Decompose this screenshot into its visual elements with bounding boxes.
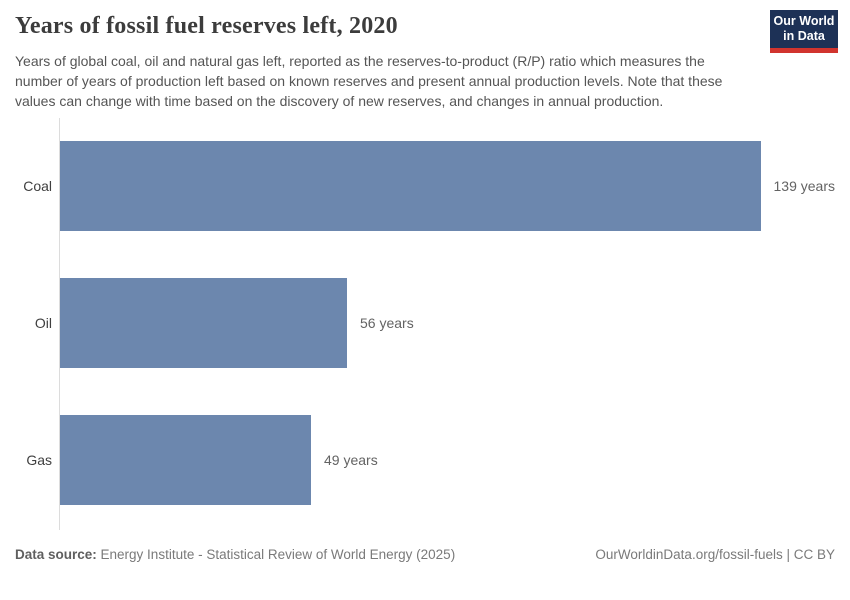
- category-label-coal: Coal: [23, 178, 52, 194]
- attribution-link[interactable]: OurWorldinData.org/fossil-fuels | CC BY: [595, 547, 835, 562]
- bar-row-gas: Gas 49 years: [26, 415, 835, 505]
- page-subtitle: Years of global coal, oil and natural ga…: [15, 53, 723, 109]
- value-label-coal: 139 years: [773, 178, 835, 194]
- category-label-oil: Oil: [34, 315, 52, 331]
- data-source-value: Energy Institute - Statistical Review of…: [96, 547, 456, 562]
- owid-logo-line2: in Data: [783, 29, 825, 43]
- data-source: Data source: Energy Institute - Statisti…: [15, 547, 455, 562]
- bar-gas[interactable]: [60, 415, 311, 505]
- y-axis-line: [59, 118, 60, 530]
- chart-footer: Data source: Energy Institute - Statisti…: [15, 547, 835, 562]
- bar-row-oil: Oil 56 years: [35, 278, 835, 368]
- bar-chart: Coal 139 years Oil 56 years Gas 49 years: [15, 118, 835, 530]
- value-label-gas: 49 years: [324, 452, 378, 468]
- page-title: Years of fossil fuel reserves left, 2020: [15, 13, 398, 39]
- owid-logo[interactable]: Our World in Data: [770, 10, 838, 53]
- chart-header: Years of fossil fuel reserves left, 2020…: [15, 10, 838, 111]
- bar-oil[interactable]: [60, 278, 347, 368]
- bar-coal[interactable]: [60, 141, 761, 231]
- value-label-oil: 56 years: [360, 315, 414, 331]
- category-label-gas: Gas: [26, 452, 52, 468]
- plot-area: Coal 139 years Oil 56 years Gas 49 years: [23, 118, 835, 530]
- data-source-label: Data source:: [15, 547, 97, 562]
- bar-row-coal: Coal 139 years: [23, 141, 835, 231]
- owid-logo-line1: Our World: [773, 13, 835, 28]
